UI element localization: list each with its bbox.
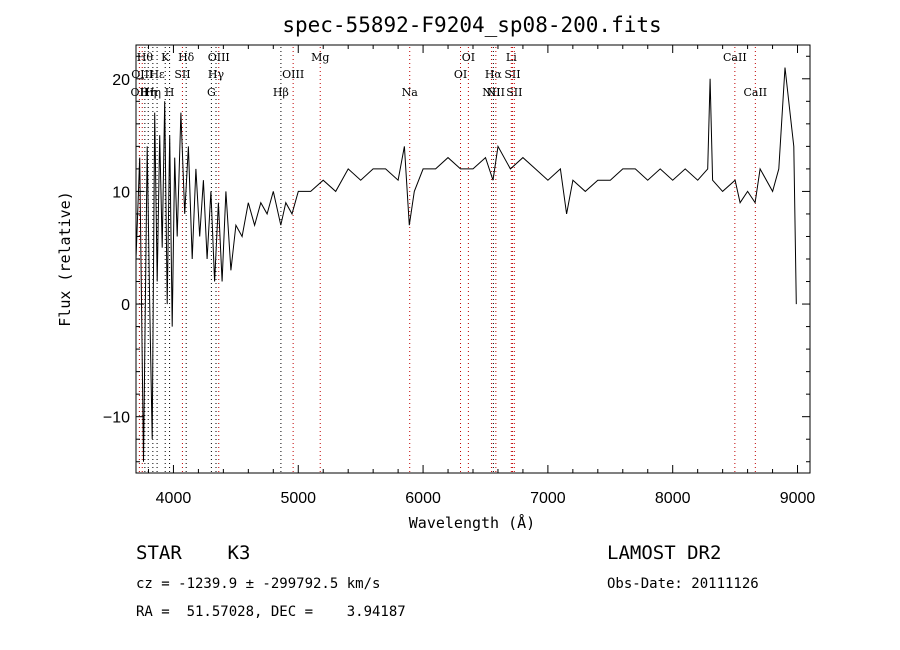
x-axis-label: Wavelength (Å) [409, 513, 535, 532]
reference-lines: OIIOIIIHθHηHηHεKHSIIHδGHγOIIIHβOIIIMgNaO… [131, 47, 767, 473]
object-class: STAR K3 [136, 542, 251, 564]
x-tick-label: 5000 [280, 490, 316, 507]
y-tick-label: 0 [121, 297, 130, 314]
reference-line-label-11: Hγ [208, 68, 225, 81]
reference-line-label-5: Hε [149, 68, 165, 81]
reference-line-label-3: Hη [140, 86, 156, 99]
x-tick-label: 8000 [655, 490, 691, 507]
reference-line-label-8: SII [174, 68, 190, 81]
reference-line-label-9: Hδ [178, 51, 195, 64]
reference-line-label-15: Mg [311, 51, 329, 64]
reference-line-label-23: SII [504, 68, 520, 81]
x-tick-label: 6000 [405, 490, 441, 507]
reference-line-label-0: OII [131, 86, 149, 99]
reference-line-label-25: CaII [723, 51, 747, 64]
y-axis-label: Flux (relative) [56, 191, 74, 326]
reference-line-label-26: CaII [743, 86, 767, 99]
reference-line-label-24: SII [506, 86, 522, 99]
reference-line-label-18: OI [462, 51, 475, 64]
y-tick-label: 20 [112, 72, 130, 89]
chart-title: spec-55892-F9204_sp08-200.fits [282, 13, 661, 37]
x-tick-label: 4000 [156, 490, 192, 507]
spectrum-series-line [135, 67, 797, 462]
reference-line-label-2: Hθ [137, 51, 154, 64]
reference-line-label-13: Hβ [273, 86, 289, 99]
survey-name: LAMOST DR2 [607, 542, 722, 564]
reference-line-label-21: NII [487, 86, 505, 99]
reference-line-label-14: OIII [282, 68, 304, 81]
reference-line-label-7: H [165, 86, 175, 99]
reference-line-label-22: Li [506, 51, 517, 64]
y-tick-label: −10 [103, 410, 130, 427]
velocity-readout: cz = -1239.9 ± -299792.5 km/s [136, 576, 381, 592]
coordinates: RA = 51.57028, DEC = 3.94187 [136, 604, 406, 620]
reference-line-label-17: OI [454, 68, 467, 81]
reference-line-label-12: OIII [208, 51, 230, 64]
axis-ticks: 4000 5000 6000 7000 8000 9000 −10 0 10 20 [103, 45, 816, 507]
x-tick-label: 9000 [780, 490, 816, 507]
reference-line-label-10: G [207, 86, 216, 99]
reference-line-label-20: Hα [485, 68, 503, 81]
observation-date: Obs-Date: 20111126 [607, 576, 759, 592]
reference-line-label-4: Hη [145, 86, 161, 99]
y-tick-label: 10 [112, 184, 130, 201]
reference-line-label-16: Na [402, 86, 419, 99]
reference-line-label-6: K [161, 51, 170, 64]
x-tick-label: 7000 [530, 490, 566, 507]
